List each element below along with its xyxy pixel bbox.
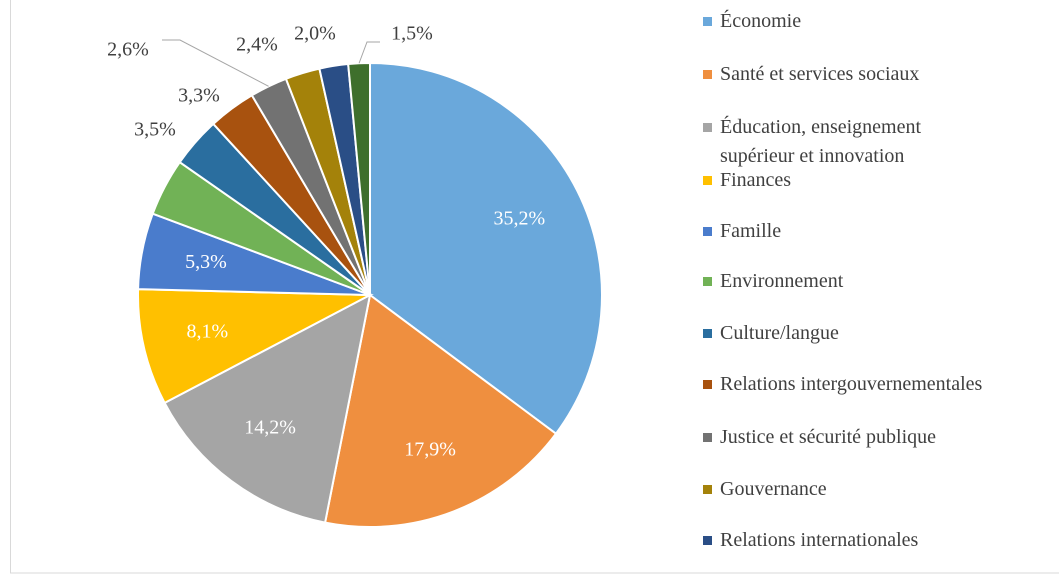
pie-slice	[369, 61, 603, 436]
leader-line	[162, 39, 269, 87]
legend-swatch	[703, 17, 712, 26]
legend-entry: Santé et services sociaux	[703, 60, 988, 89]
legend-swatch	[703, 380, 712, 389]
legend-label: Environnement	[720, 270, 844, 292]
legend-swatch	[703, 70, 712, 79]
legend-swatch	[703, 123, 712, 132]
pie-slice	[137, 288, 374, 405]
legend-label: Justice et sécurité publique	[720, 426, 937, 448]
pie-slice	[323, 293, 558, 528]
legend-label: Culture/langue	[720, 322, 839, 344]
legend-swatch	[703, 176, 712, 185]
legend-entry: Finances	[703, 166, 988, 195]
legend-entry: Relations internationales	[703, 526, 988, 555]
pie-slice	[163, 293, 372, 524]
data-label: 3,5%	[134, 119, 176, 141]
legend-entry: Économie	[703, 7, 988, 36]
legend-label: Relations internationales	[720, 529, 919, 551]
legend-entry: Culture/langue	[703, 319, 988, 348]
legend-label: Gouvernance	[720, 478, 827, 500]
legend-swatch	[703, 536, 712, 545]
data-label: 2,0%	[294, 23, 336, 45]
legend-swatch	[703, 227, 712, 236]
data-label: 5,3%	[185, 251, 227, 273]
frame	[10, 0, 1059, 574]
data-label: 2,4%	[236, 34, 278, 56]
data-label: 17,9%	[404, 438, 456, 460]
data-label: 8,1%	[186, 321, 228, 343]
legend-entry: Justice et sécurité publique	[703, 423, 988, 452]
legend-label: Famille	[720, 220, 782, 242]
legend-label: Santé et services sociaux	[720, 63, 920, 85]
leader-line	[358, 41, 380, 64]
data-label: 14,2%	[244, 416, 296, 438]
legend-entry: Gouvernance	[703, 475, 988, 504]
data-label: 1,5%	[391, 23, 433, 45]
data-label: 2,6%	[107, 39, 149, 61]
data-label: 3,3%	[178, 85, 220, 107]
legend-label: Économie	[720, 10, 802, 32]
legend-entry: Relations intergouvernementales	[703, 370, 988, 399]
legend-entry: Famille	[703, 217, 988, 246]
data-label: 35,2%	[493, 208, 545, 230]
legend-swatch	[703, 485, 712, 494]
legend-swatch	[703, 277, 712, 286]
legend-swatch	[703, 329, 712, 338]
legend-label: Finances	[720, 169, 792, 191]
legend-label: Éducation, enseignement supérieur et inn…	[720, 116, 922, 167]
legend-label: Relations intergouvernementales	[720, 373, 983, 395]
legend-swatch	[703, 433, 712, 442]
legend-entry: Éducation, enseignement supérieur et inn…	[703, 113, 988, 171]
legend-entry: Environnement	[703, 267, 988, 296]
